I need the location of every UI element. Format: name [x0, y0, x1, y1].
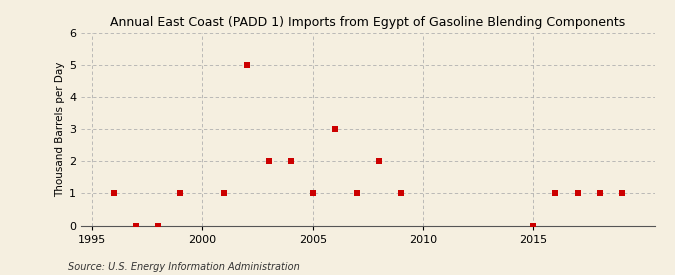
Point	[175, 191, 186, 196]
Text: Source: U.S. Energy Information Administration: Source: U.S. Energy Information Administ…	[68, 262, 299, 272]
Point	[550, 191, 561, 196]
Point	[329, 127, 340, 131]
Point	[131, 223, 142, 228]
Point	[572, 191, 583, 196]
Point	[286, 159, 296, 164]
Point	[528, 223, 539, 228]
Title: Annual East Coast (PADD 1) Imports from Egypt of Gasoline Blending Components: Annual East Coast (PADD 1) Imports from …	[110, 16, 626, 29]
Point	[396, 191, 406, 196]
Point	[307, 191, 318, 196]
Point	[263, 159, 274, 164]
Point	[352, 191, 362, 196]
Point	[153, 223, 163, 228]
Point	[594, 191, 605, 196]
Y-axis label: Thousand Barrels per Day: Thousand Barrels per Day	[55, 62, 65, 197]
Point	[616, 191, 627, 196]
Point	[219, 191, 230, 196]
Point	[241, 63, 252, 67]
Point	[109, 191, 119, 196]
Point	[373, 159, 384, 164]
